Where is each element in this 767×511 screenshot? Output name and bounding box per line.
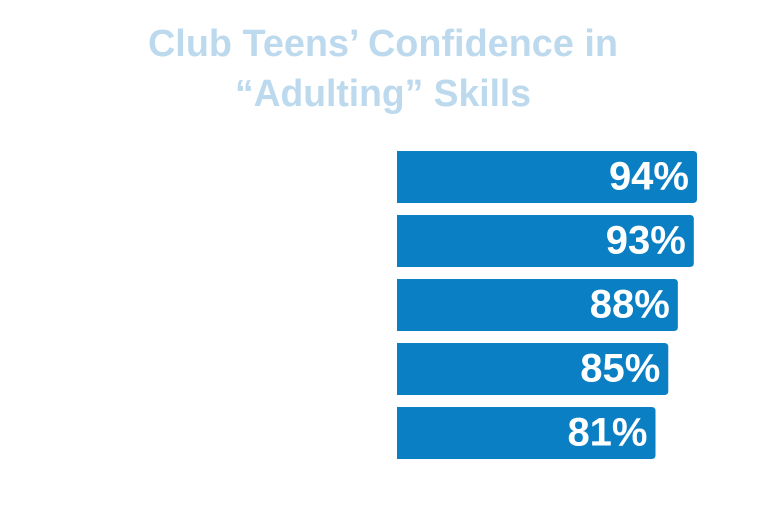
value-label: 94%: [609, 155, 689, 199]
bar: [397, 407, 656, 459]
bar: [397, 215, 694, 267]
value-label: 81%: [567, 411, 647, 455]
bar: [397, 151, 697, 203]
chart-title: “Adulting” Skills: [235, 73, 531, 115]
value-label: 88%: [590, 283, 670, 327]
value-label: 93%: [606, 219, 686, 263]
bar: [397, 343, 669, 395]
value-label: 85%: [580, 347, 660, 391]
chart-title: Club Teens’ Confidence in: [148, 23, 618, 65]
bar: [397, 279, 678, 331]
